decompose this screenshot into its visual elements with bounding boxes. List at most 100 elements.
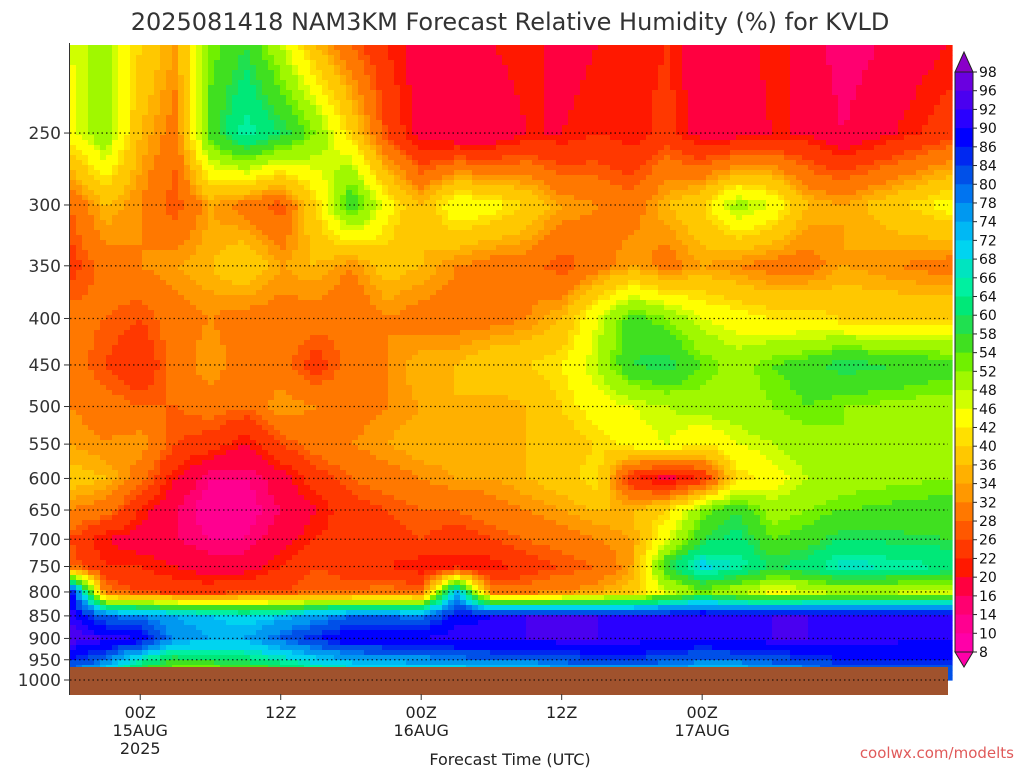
rh-cell bbox=[556, 150, 563, 156]
rh-cell bbox=[88, 55, 95, 61]
rh-cell bbox=[946, 65, 953, 71]
rh-cell bbox=[166, 170, 173, 176]
rh-cell bbox=[520, 185, 527, 191]
rh-cell bbox=[808, 60, 815, 66]
rh-cell bbox=[772, 120, 779, 126]
rh-cell bbox=[466, 165, 473, 171]
rh-cell bbox=[940, 70, 947, 76]
rh-cell bbox=[142, 140, 149, 146]
rh-cell bbox=[304, 210, 311, 216]
rh-cell bbox=[544, 125, 551, 131]
rh-cell bbox=[322, 85, 329, 91]
rh-cell bbox=[334, 190, 341, 196]
rh-cell bbox=[694, 65, 701, 71]
rh-cell bbox=[178, 55, 185, 61]
rh-cell bbox=[460, 95, 467, 101]
rh-cell bbox=[682, 100, 689, 106]
rh-cell bbox=[520, 165, 527, 171]
rh-cell bbox=[502, 125, 509, 131]
rh-cell bbox=[568, 95, 575, 101]
rh-cell bbox=[598, 140, 605, 146]
rh-cell bbox=[82, 190, 89, 196]
rh-cell bbox=[658, 200, 665, 206]
rh-cell bbox=[934, 205, 941, 211]
rh-cell bbox=[358, 85, 365, 91]
rh-cell bbox=[250, 75, 257, 81]
rh-cell bbox=[592, 180, 599, 186]
rh-cell bbox=[868, 110, 875, 116]
rh-cell bbox=[442, 145, 449, 151]
rh-cell bbox=[694, 45, 701, 51]
rh-cell bbox=[628, 210, 635, 216]
rh-cell bbox=[184, 75, 191, 81]
rh-cell bbox=[436, 115, 443, 121]
rh-cell bbox=[766, 150, 773, 156]
rh-cell bbox=[364, 205, 371, 211]
rh-cell bbox=[286, 60, 293, 66]
rh-cell bbox=[736, 130, 743, 136]
rh-cell bbox=[916, 195, 923, 201]
rh-cell bbox=[382, 50, 389, 56]
rh-cell bbox=[286, 75, 293, 81]
rh-cell bbox=[688, 90, 695, 96]
rh-cell bbox=[706, 65, 713, 71]
rh-cell bbox=[640, 180, 647, 186]
rh-cell bbox=[820, 175, 827, 181]
rh-cell bbox=[640, 75, 647, 81]
rh-cell bbox=[334, 75, 341, 81]
rh-cell bbox=[634, 80, 641, 86]
rh-cell bbox=[832, 80, 839, 86]
rh-cell bbox=[220, 180, 227, 186]
rh-cell bbox=[568, 65, 575, 71]
rh-cell bbox=[820, 115, 827, 121]
rh-cell bbox=[232, 150, 239, 156]
rh-cell bbox=[190, 170, 197, 176]
rh-cell bbox=[580, 145, 587, 151]
rh-cell bbox=[508, 105, 515, 111]
rh-cell bbox=[424, 70, 431, 76]
rh-cell bbox=[886, 85, 893, 91]
rh-cell bbox=[286, 160, 293, 166]
rh-cell bbox=[520, 130, 527, 136]
rh-cell bbox=[766, 50, 773, 56]
rh-cell bbox=[844, 45, 851, 51]
rh-cell bbox=[226, 50, 233, 56]
rh-cell bbox=[568, 135, 575, 141]
rh-cell bbox=[394, 90, 401, 96]
rh-cell bbox=[100, 130, 107, 136]
rh-cell bbox=[202, 155, 209, 161]
rh-cell bbox=[520, 210, 527, 216]
rh-cell bbox=[724, 145, 731, 151]
rh-cell bbox=[226, 140, 233, 146]
rh-cell bbox=[922, 195, 929, 201]
rh-cell bbox=[76, 65, 83, 71]
rh-cell bbox=[244, 205, 251, 211]
rh-cell bbox=[934, 170, 941, 176]
rh-cell bbox=[574, 120, 581, 126]
rh-cell bbox=[664, 65, 671, 71]
rh-cell bbox=[526, 75, 533, 81]
rh-cell bbox=[706, 140, 713, 146]
rh-cell bbox=[82, 205, 89, 211]
rh-cell bbox=[604, 180, 611, 186]
rh-cell bbox=[424, 195, 431, 201]
rh-cell bbox=[274, 85, 281, 91]
rh-cell bbox=[226, 75, 233, 81]
rh-cell bbox=[304, 80, 311, 86]
rh-cell bbox=[130, 55, 137, 61]
rh-cell bbox=[676, 135, 683, 141]
rh-cell bbox=[796, 195, 803, 201]
rh-cell bbox=[412, 45, 419, 51]
rh-cell bbox=[166, 90, 173, 96]
rh-cell bbox=[202, 80, 209, 86]
rh-cell bbox=[352, 160, 359, 166]
rh-cell bbox=[196, 195, 203, 201]
rh-cell bbox=[502, 160, 509, 166]
rh-cell bbox=[370, 65, 377, 71]
rh-cell bbox=[568, 105, 575, 111]
rh-cell bbox=[880, 85, 887, 91]
rh-cell bbox=[790, 145, 797, 151]
rh-cell bbox=[406, 160, 413, 166]
rh-cell bbox=[928, 80, 935, 86]
rh-cell bbox=[568, 130, 575, 136]
